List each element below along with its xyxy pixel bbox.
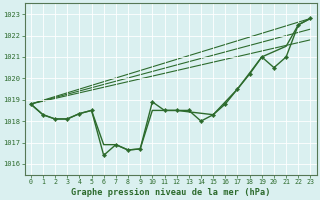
X-axis label: Graphe pression niveau de la mer (hPa): Graphe pression niveau de la mer (hPa) [71,188,270,197]
